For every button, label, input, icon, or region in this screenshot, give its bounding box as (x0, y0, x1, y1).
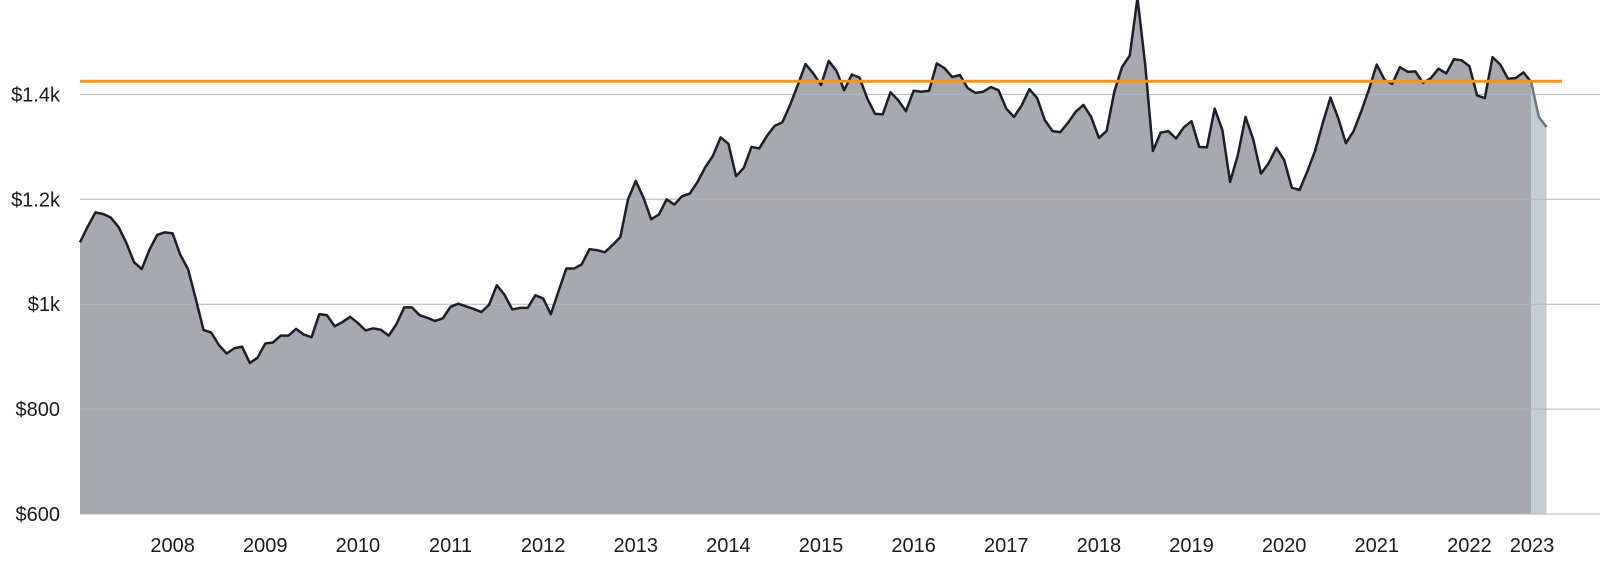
y-tick-label: $1.4k (11, 84, 61, 106)
x-tick-label: 2015 (799, 535, 844, 557)
y-tick-label: $800 (16, 399, 61, 421)
y-tick-label: $1k (28, 294, 61, 316)
series-line (78, 0, 1533, 365)
x-tick-label: 2018 (1077, 535, 1122, 557)
y-tick-label: $600 (16, 504, 61, 526)
x-tick-label: 2011 (429, 535, 472, 557)
x-tick-label: 2012 (521, 535, 566, 557)
x-tick-label: 2008 (150, 535, 195, 557)
area-fill (80, 0, 1532, 514)
x-tick-label: 2009 (243, 535, 288, 557)
x-tick-label: 2022 (1447, 535, 1492, 557)
x-tick-label: 2023 (1510, 535, 1555, 557)
x-tick-label: 2021 (1355, 535, 1400, 557)
projected-series-line (1529, 81, 1548, 128)
x-tick-label: 2014 (706, 535, 751, 557)
x-tick-label: 2010 (336, 535, 381, 557)
x-tick-label: 2019 (1169, 535, 1214, 557)
projected-area-fill (1531, 81, 1547, 514)
x-tick-label: 2017 (984, 535, 1029, 557)
x-tick-label: 2016 (891, 535, 936, 557)
x-tick-label: 2013 (614, 535, 659, 557)
x-tick-label: 2020 (1262, 535, 1307, 557)
y-tick-label: $1.2k (11, 189, 61, 211)
